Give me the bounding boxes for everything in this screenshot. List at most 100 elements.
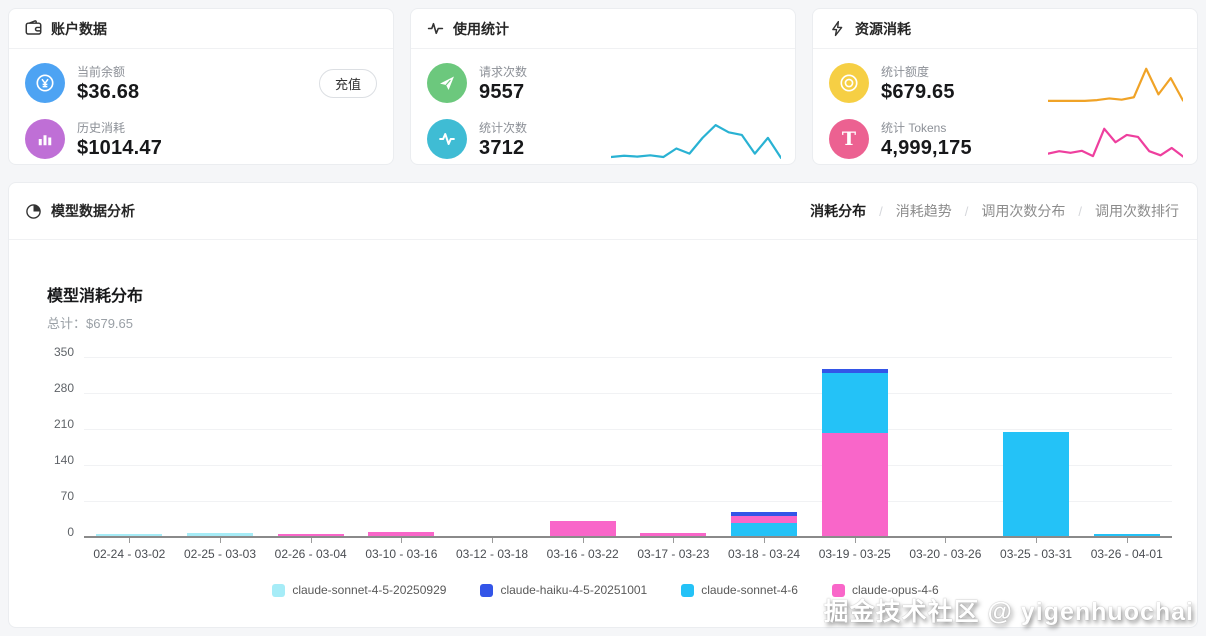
x-axis-labels: 02-24 - 03-02 02-25 - 03-03 02-26 - 03-04 0… [84, 547, 1172, 561]
balance-text: 当前余额 $36.68 [77, 63, 139, 104]
tokens-sparkline [1048, 117, 1183, 161]
balance-row: 当前余额 $36.68 充值 [25, 61, 377, 105]
recharge-button[interactable]: 充值 [318, 68, 377, 98]
legend-item[interactable]: claude-opus-4-6 [831, 583, 939, 597]
tab-call-count-ranking[interactable]: 调用次数排行 [1095, 203, 1179, 219]
resource-card-header: 资源消耗 [813, 9, 1197, 49]
tab-consumption-distribution[interactable]: 消耗分布 [810, 203, 867, 219]
tab-call-count-distribution[interactable]: 调用次数分布 [981, 203, 1066, 219]
legend-swatch [480, 583, 494, 597]
bar-chart-plot: 0 70 140 210 280 350 [54, 345, 1172, 543]
bar-segment[interactable] [731, 516, 798, 523]
bar-column [991, 358, 1082, 543]
bar-segment[interactable] [821, 372, 888, 434]
bar-segment[interactable] [640, 532, 707, 538]
resource-card-title: 资源消耗 [855, 20, 911, 37]
coin-icon [829, 63, 869, 103]
tab-separator: / [964, 203, 969, 219]
x-axis-line [84, 536, 1172, 538]
bar-column [809, 358, 900, 543]
bar-segment[interactable] [549, 521, 616, 538]
x-axis-tick [1036, 538, 1038, 543]
chart-subtitle-label: 总计： [47, 316, 87, 331]
legend-swatch [831, 583, 845, 597]
y-axis-tick-label: 210 [53, 417, 74, 431]
lightning-icon [829, 20, 846, 37]
x-axis-category-label: 02-25 - 03-03 [183, 547, 257, 561]
bar-segment[interactable] [1093, 533, 1160, 538]
x-axis-tick [129, 538, 131, 543]
balance-label: 当前余额 [77, 64, 126, 79]
stacked-bar[interactable] [1093, 533, 1160, 538]
legend-swatch [272, 583, 286, 597]
bar-column [1081, 358, 1172, 543]
stacked-bar[interactable] [549, 521, 616, 538]
chart-legend: claude-sonnet-4-5-20250929 claude-haiku-4… [39, 583, 1172, 597]
y-axis-tick-label: 0 [67, 525, 74, 539]
legend-item[interactable]: claude-haiku-4-5-20251001 [480, 583, 647, 597]
chart-total-value: $679.65 [86, 316, 134, 331]
request-count-value: 9557 [479, 80, 525, 103]
stacked-bar[interactable] [731, 512, 798, 538]
tab-separator: / [879, 203, 883, 219]
x-axis-tick [945, 538, 947, 543]
request-count-label: 请求次数 [479, 64, 528, 79]
bar-segment[interactable] [1003, 431, 1070, 538]
x-axis-category-label: 03-19 - 03-25 [818, 547, 891, 561]
pulse-icon [427, 119, 467, 159]
x-axis-tick [310, 538, 312, 543]
analysis-tabs: 消耗分布 / 消耗趋势 / 调用次数分布 / 调用次数排行 [810, 201, 1179, 221]
stacked-bar[interactable] [187, 533, 253, 538]
x-axis-tick [854, 538, 856, 543]
history-cost-text: 历史消耗 $1014.47 [77, 119, 162, 160]
stacked-bar[interactable] [1003, 431, 1070, 538]
stat-cards-row: 账户数据 当前余额 $36.68 充值 [8, 8, 1198, 165]
send-icon [427, 63, 467, 103]
legend-item[interactable]: claude-sonnet-4-5-20250929 [272, 583, 446, 597]
x-axis-category-label: 03-20 - 03-26 [909, 547, 982, 561]
yen-coin-icon [25, 63, 65, 103]
gridline [84, 357, 1172, 358]
bar-column [84, 358, 175, 543]
usage-card-body: 请求次数 9557 统计次数 3712 [411, 49, 795, 165]
legend-label: claude-sonnet-4-5-20250929 [292, 583, 447, 597]
usage-card-header: 使用统计 [411, 9, 795, 49]
quota-text: 统计额度 $679.65 [881, 63, 955, 104]
stat-count-value: 3712 [479, 136, 525, 159]
model-analysis-title: 模型数据分析 [51, 203, 135, 219]
stacked-bar[interactable] [821, 368, 888, 538]
stacked-bar[interactable] [640, 532, 707, 538]
bar-segment[interactable] [731, 512, 798, 517]
x-axis-category-label: 02-24 - 03-02 [93, 547, 166, 561]
tokens-value: 4,999,175 [881, 136, 972, 159]
bar-column [356, 358, 447, 543]
x-axis-tick [401, 538, 403, 543]
legend-item[interactable]: claude-sonnet-4-6 [681, 583, 798, 597]
x-axis-category-label: 02-26 - 03-04 [274, 547, 347, 561]
bar-segment[interactable] [187, 533, 253, 538]
quota-label: 统计额度 [881, 64, 930, 79]
bar-segment[interactable] [821, 433, 888, 538]
stat-count-label: 统计次数 [479, 120, 528, 135]
usage-card-title: 使用统计 [453, 20, 509, 37]
tokens-row: T 统计 Tokens 4,999,175 [829, 117, 1181, 161]
gridline [84, 501, 1172, 502]
tab-consumption-trend[interactable]: 消耗趋势 [895, 203, 952, 219]
bar-segment[interactable] [821, 368, 888, 373]
stat-count-text: 统计次数 3712 [479, 119, 527, 160]
legend-label: claude-haiku-4-5-20251001 [500, 583, 648, 597]
x-axis-category-label: 03-17 - 03-23 [637, 547, 710, 561]
x-axis-category-label: 03-10 - 03-16 [365, 547, 438, 561]
resource-cost-card: 资源消耗 统计额度 $679.65 T [812, 8, 1198, 165]
x-axis-category-label: 03-12 - 03-18 [456, 547, 529, 561]
bar-chart-icon [25, 119, 65, 159]
tab-separator: / [1078, 203, 1082, 219]
gridline [84, 393, 1172, 394]
model-analysis-title-group: 模型数据分析 [25, 201, 135, 221]
stacked-bar[interactable] [368, 532, 435, 538]
bar-segment[interactable] [368, 532, 435, 538]
bar-segment[interactable] [731, 522, 798, 538]
history-cost-label: 历史消耗 [77, 120, 126, 135]
legend-swatch [681, 583, 695, 597]
history-cost-row: 历史消耗 $1014.47 [25, 117, 377, 161]
